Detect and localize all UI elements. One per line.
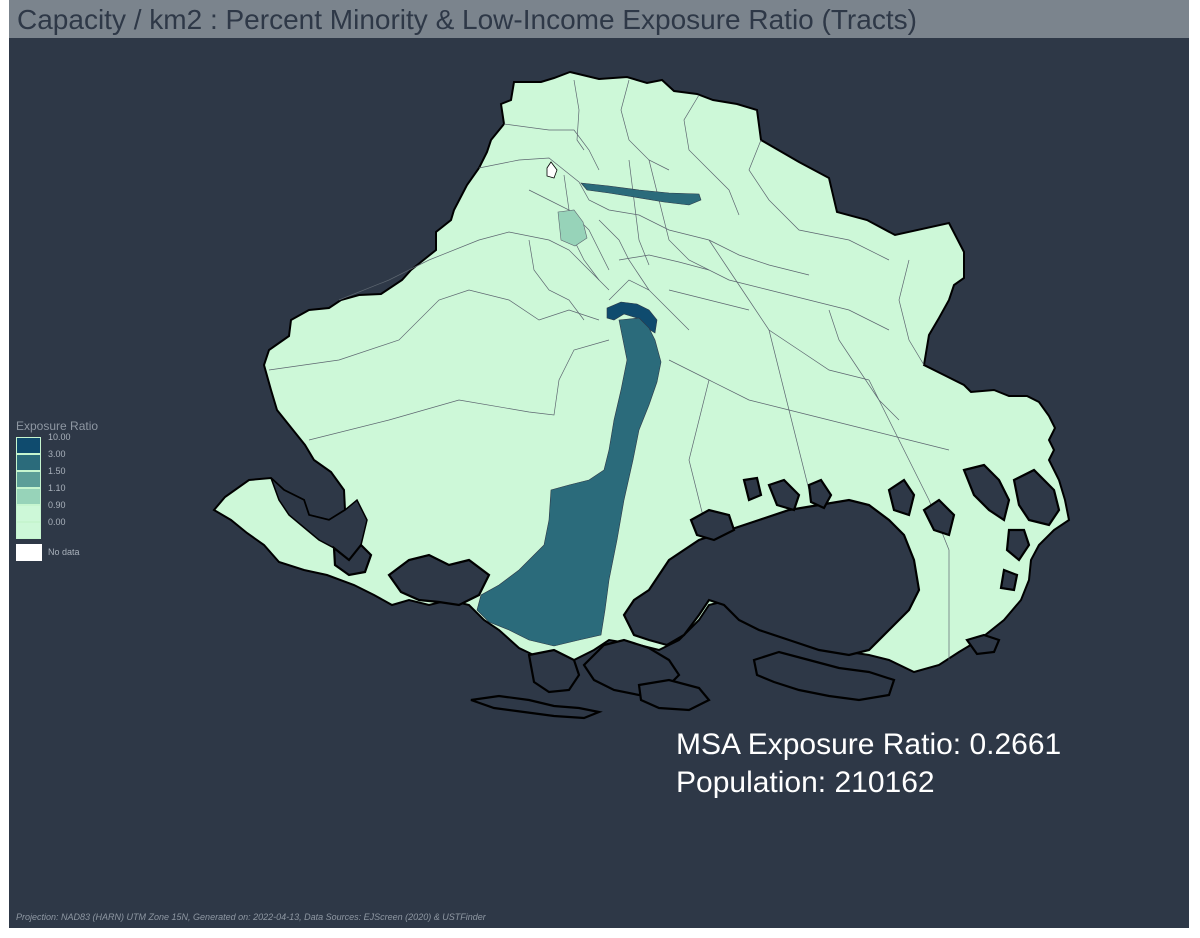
- legend-class: 10.00: [16, 432, 136, 454]
- msa-stats: MSA Exposure Ratio: 0.2661 Population: 2…: [676, 726, 1061, 802]
- western-inlet: [270, 477, 368, 562]
- legend-swatch: [16, 488, 41, 505]
- tract-no-data: [546, 161, 558, 179]
- tract-boundaries: [268, 79, 950, 660]
- legend-class: 1.10: [16, 483, 136, 505]
- coastal-marsh: [332, 463, 1061, 720]
- map-frame: Capacity / km2 : Percent Minority & Low-…: [9, 0, 1189, 928]
- title-bar: Capacity / km2 : Percent Minority & Low-…: [9, 0, 1189, 38]
- legend-class: 0.00: [16, 517, 136, 539]
- legend-class: 3.00: [16, 449, 136, 471]
- legend: Exposure Ratio 10.00 3.00 1.50 1.10 0.90…: [16, 419, 136, 561]
- map-title: Capacity / km2 : Percent Minority & Low-…: [17, 4, 917, 35]
- legend-swatch: [16, 505, 41, 522]
- legend-class: 1.50: [16, 466, 136, 488]
- legend-label: 3.00: [48, 449, 66, 459]
- legend-label: 10.00: [48, 432, 71, 442]
- legend-no-data-swatch: [16, 544, 42, 561]
- legend-title: Exposure Ratio: [16, 419, 99, 433]
- legend-label: 1.10: [48, 483, 66, 493]
- legend-label: 1.50: [48, 466, 66, 476]
- map-canvas: [212, 70, 1071, 720]
- legend-swatch: [16, 471, 41, 488]
- tract-high-north: [580, 182, 702, 206]
- population-text: Population: 210162: [676, 766, 935, 799]
- legend-label: 0.90: [48, 500, 66, 510]
- tract-high-south: [476, 317, 662, 647]
- legend-class: 0.90: [16, 500, 136, 522]
- legend-no-data-label: No data: [48, 547, 80, 557]
- legend-swatch: [16, 454, 41, 471]
- legend-label: 0.00: [48, 517, 66, 527]
- legend-swatch: [16, 437, 41, 454]
- legend-swatch: [16, 522, 41, 539]
- tract-mid: [557, 209, 588, 247]
- footer-credits: Projection: NAD83 (HARN) UTM Zone 15N, G…: [16, 912, 486, 922]
- exposure-ratio-text: MSA Exposure Ratio: 0.2661: [676, 728, 1062, 761]
